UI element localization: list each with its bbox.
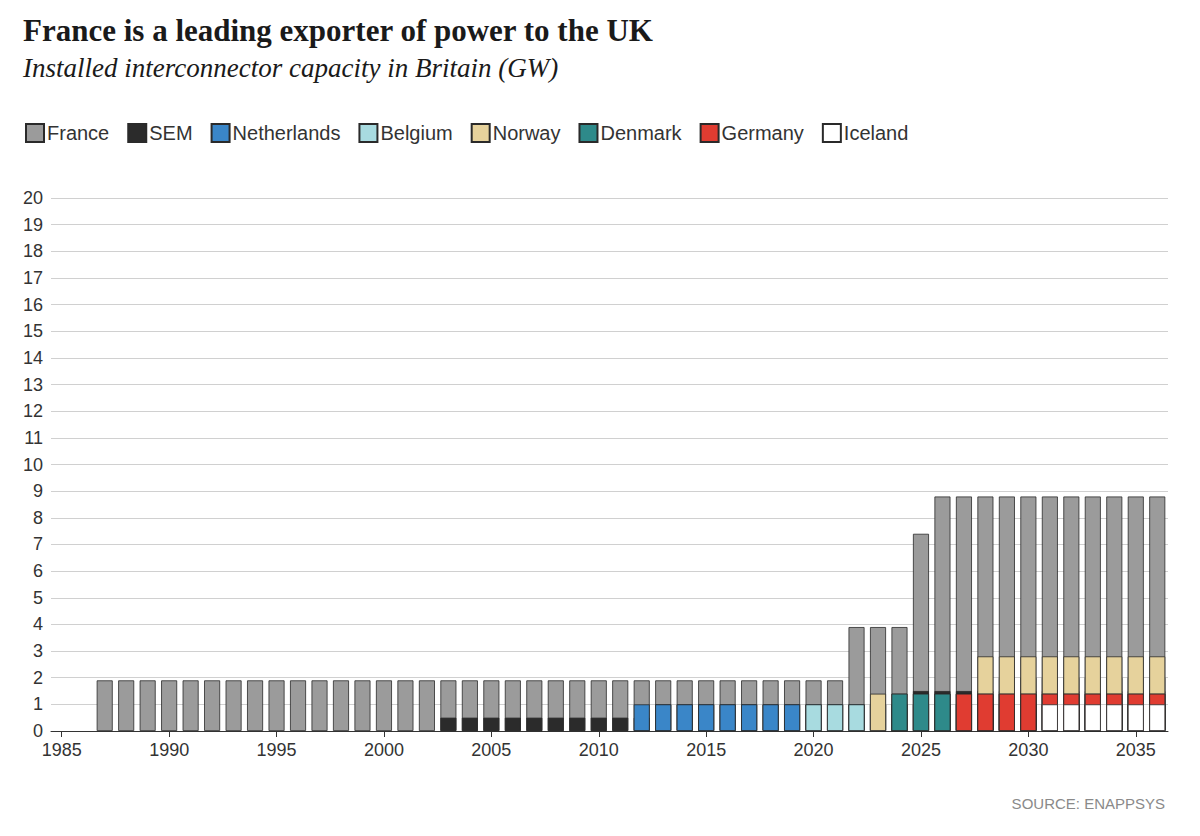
- svg-text:12: 12: [23, 401, 43, 421]
- svg-text:13: 13: [23, 375, 43, 395]
- svg-text:2005: 2005: [471, 740, 511, 760]
- svg-text:France is a leading exporter o: France is a leading exporter of power to…: [23, 13, 653, 48]
- svg-text:2020: 2020: [794, 740, 834, 760]
- svg-text:14: 14: [23, 348, 43, 368]
- svg-text:Belgium: Belgium: [380, 122, 452, 144]
- svg-text:15: 15: [23, 321, 43, 341]
- svg-text:18: 18: [23, 241, 43, 261]
- svg-text:6: 6: [33, 561, 43, 581]
- svg-text:Germany: Germany: [722, 122, 804, 144]
- svg-text:2015: 2015: [686, 740, 726, 760]
- svg-text:11: 11: [24, 428, 43, 448]
- svg-text:1995: 1995: [257, 740, 297, 760]
- svg-text:2025: 2025: [901, 740, 941, 760]
- svg-text:2000: 2000: [364, 740, 404, 760]
- svg-text:9: 9: [33, 481, 43, 501]
- svg-text:Installed interconnector capac: Installed interconnector capacity in Bri…: [22, 53, 558, 83]
- svg-text:SOURCE: ENAPPSYS: SOURCE: ENAPPSYS: [1012, 795, 1165, 812]
- svg-text:Denmark: Denmark: [600, 122, 682, 144]
- svg-text:4: 4: [33, 614, 43, 634]
- svg-text:1990: 1990: [149, 740, 189, 760]
- svg-text:2: 2: [33, 668, 43, 688]
- svg-text:17: 17: [23, 268, 43, 288]
- svg-text:10: 10: [23, 455, 43, 475]
- svg-text:8: 8: [33, 508, 43, 528]
- svg-text:19: 19: [23, 215, 43, 235]
- svg-text:5: 5: [33, 588, 43, 608]
- svg-text:1: 1: [33, 694, 43, 714]
- svg-text:2030: 2030: [1008, 740, 1048, 760]
- svg-text:7: 7: [33, 534, 43, 554]
- svg-text:16: 16: [23, 295, 43, 315]
- svg-text:Iceland: Iceland: [844, 122, 909, 144]
- svg-text:Norway: Norway: [493, 122, 561, 144]
- svg-text:1985: 1985: [42, 740, 82, 760]
- svg-text:20: 20: [23, 188, 43, 208]
- svg-text:3: 3: [33, 641, 43, 661]
- svg-text:SEM: SEM: [149, 122, 192, 144]
- svg-text:Netherlands: Netherlands: [233, 122, 341, 144]
- svg-text:0: 0: [33, 721, 43, 741]
- svg-text:France: France: [47, 122, 109, 144]
- svg-text:2010: 2010: [579, 740, 619, 760]
- svg-text:2035: 2035: [1116, 740, 1156, 760]
